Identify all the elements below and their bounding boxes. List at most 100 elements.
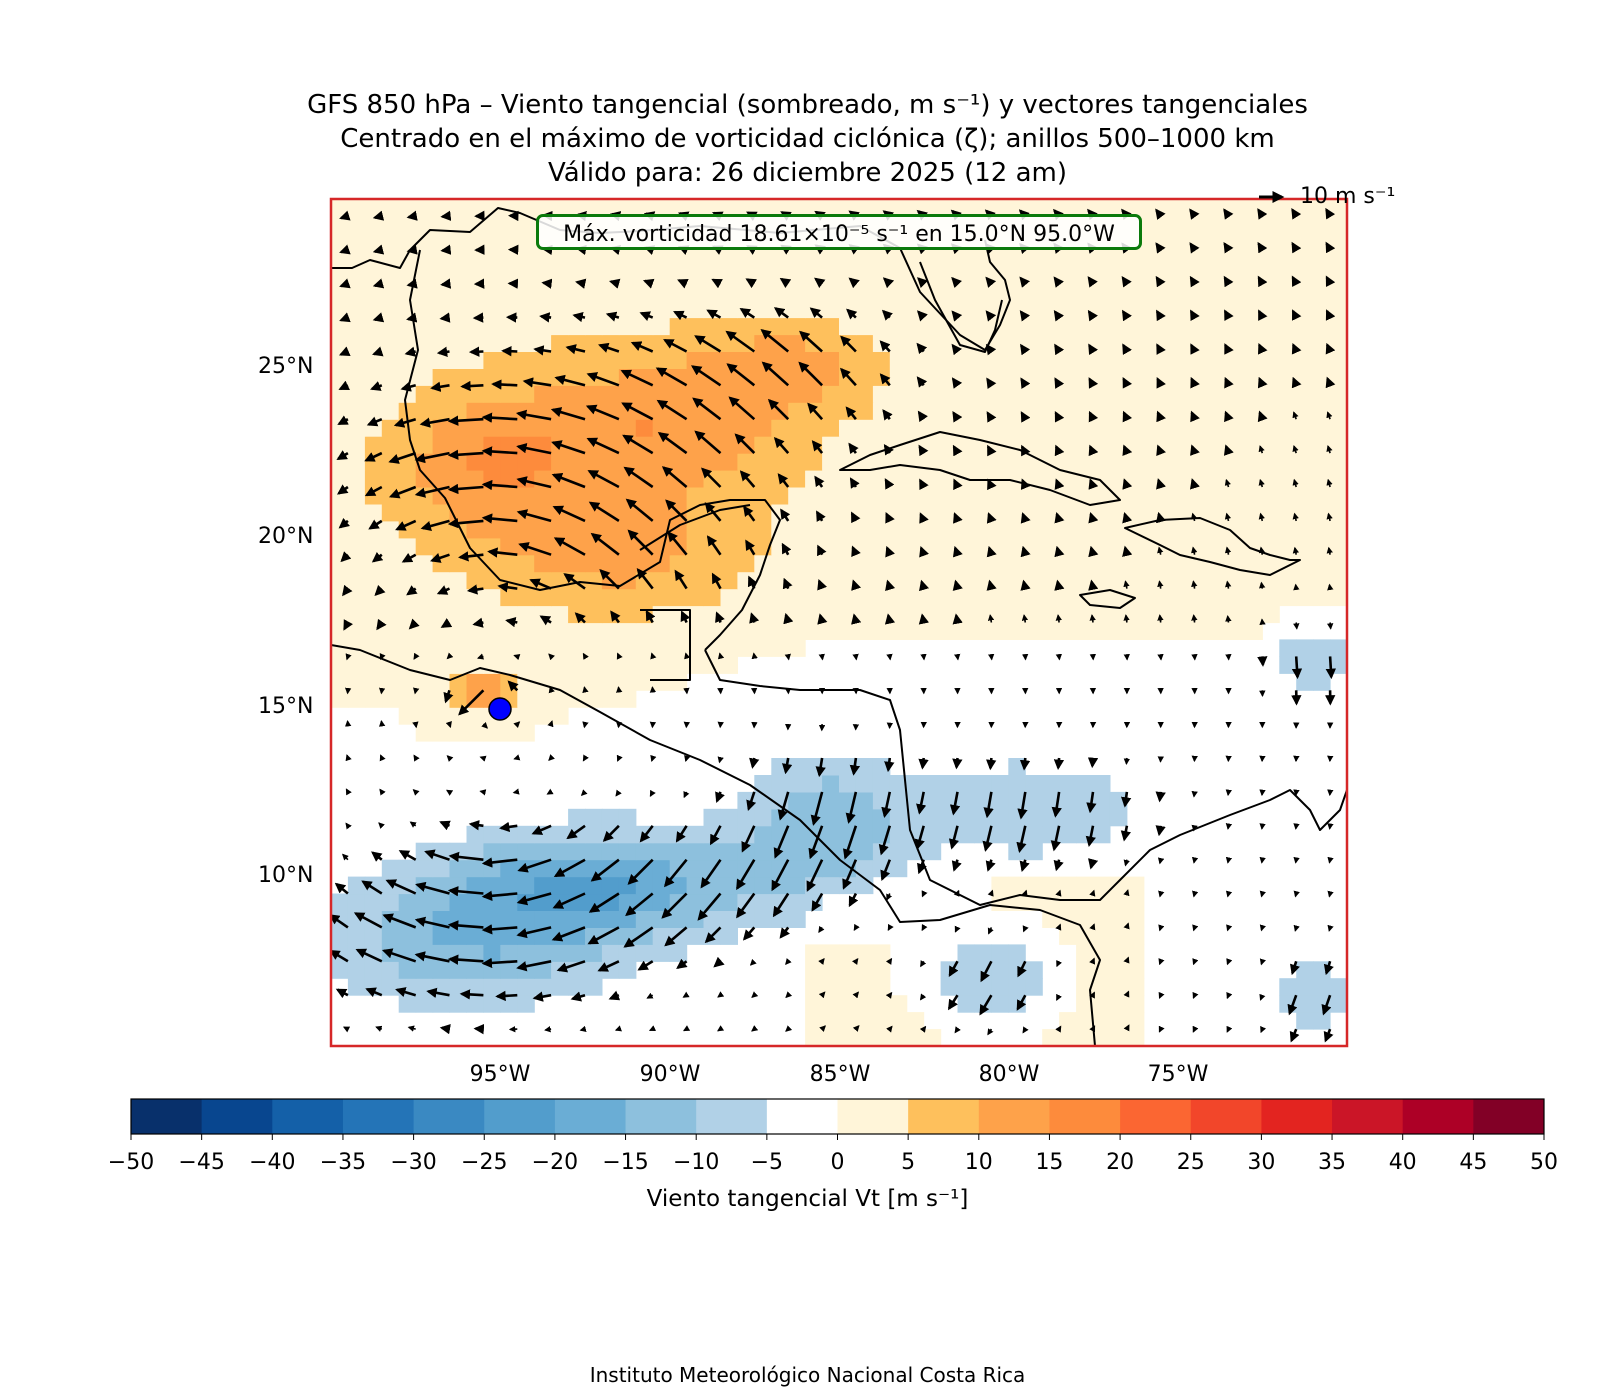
wind-vector: [590, 858, 620, 882]
wind-vector: [481, 924, 518, 935]
shading-cell: [889, 995, 908, 1013]
shading-cell: [551, 876, 569, 895]
shading-cell: [500, 876, 518, 895]
shading-cell: [534, 690, 552, 708]
wind-vector: [406, 210, 418, 221]
wind-vector: [1258, 546, 1266, 555]
shading-cell: [466, 520, 484, 539]
figure-title: GFS 850 hPa – Viento tangencial (sombrea…: [0, 88, 1615, 190]
wind-vector: [1257, 656, 1268, 667]
shading-cell: [974, 808, 992, 827]
wind-vector: [614, 1025, 622, 1032]
wind-vector: [388, 451, 417, 464]
wind-vector: [916, 791, 927, 815]
shading-cell: [432, 927, 451, 945]
wind-vector: [951, 343, 962, 356]
shading-cell: [1330, 215, 1347, 234]
shading-cell: [1076, 351, 1094, 369]
shading-cell: [331, 893, 349, 911]
shading-cell: [551, 266, 569, 285]
shading-cell: [331, 266, 349, 285]
wind-vector: [400, 381, 417, 392]
shading-cell: [839, 859, 857, 878]
shading-cell: [347, 436, 366, 454]
shading-cell: [500, 199, 518, 217]
shading-cell: [957, 791, 975, 810]
shading-cell: [551, 639, 569, 657]
shading-cell: [1059, 503, 1077, 522]
shading-cell: [347, 537, 366, 556]
shading-cell: [754, 842, 772, 861]
shading-cell: [1093, 571, 1111, 590]
shading-cell: [872, 995, 891, 1013]
wind-vector: [565, 344, 586, 355]
wind-vector: [1122, 410, 1133, 423]
wind-vector: [1054, 410, 1065, 423]
shading-cell: [855, 503, 874, 522]
shading-cell: [1194, 571, 1213, 590]
shading-cell: [923, 842, 942, 861]
colorbar-tick-label: 25: [1176, 1150, 1205, 1175]
shading-cell: [415, 944, 434, 962]
shading-cell: [585, 825, 603, 844]
wind-vector: [481, 513, 518, 524]
lon-tick: 95°W: [469, 1062, 531, 1087]
shading-cell: [381, 639, 400, 657]
shading-cell: [1093, 266, 1111, 285]
shading-cell: [805, 554, 823, 573]
shading-cell: [1330, 317, 1347, 336]
shading-cell: [957, 995, 975, 1013]
wind-vector: [1055, 923, 1062, 931]
wind-vector: [622, 434, 654, 455]
shading-cell: [872, 944, 891, 962]
wind-vector: [385, 879, 417, 895]
shading-cell: [398, 537, 417, 556]
wind-vector: [1257, 309, 1268, 321]
shading-cell: [855, 453, 874, 471]
wind-vector: [413, 754, 420, 762]
shading-cell: [1245, 571, 1263, 590]
shading-cell: [347, 690, 366, 708]
shading-cell: [923, 453, 942, 471]
shading-cell: [991, 808, 1009, 827]
wind-vector: [339, 312, 351, 323]
shading-cell: [1228, 317, 1246, 336]
shading-cell: [1025, 351, 1043, 369]
shading-cell: [381, 385, 400, 403]
shading-cell: [331, 571, 349, 590]
shading-cell: [398, 673, 417, 691]
shading-cell: [1160, 453, 1179, 471]
wind-vector: [917, 410, 928, 423]
shading-cell: [415, 571, 434, 590]
wind-vector: [773, 307, 789, 319]
shading-cell: [839, 487, 857, 505]
wind-vector: [920, 960, 927, 968]
shading-cell: [1042, 876, 1060, 895]
colorbar-tick-label: −5: [750, 1150, 784, 1175]
shading-cell: [1025, 791, 1043, 810]
wind-vector: [1055, 614, 1062, 623]
shading-cell: [1042, 605, 1060, 624]
shading-cell: [618, 537, 637, 556]
shading-cell: [1296, 334, 1314, 352]
wind-vector: [615, 789, 622, 797]
shading-cell: [381, 571, 400, 590]
wind-vector: [1292, 444, 1299, 454]
shading-cell: [1160, 487, 1179, 505]
shading-cell: [1059, 910, 1077, 928]
shading-cell: [754, 249, 772, 268]
shading-cell: [957, 554, 975, 573]
vorticity-center-marker: [488, 697, 512, 721]
shading-cell: [652, 249, 671, 268]
wind-vector: [382, 913, 417, 929]
shading-cell: [432, 893, 451, 911]
shading-cell: [906, 588, 925, 607]
shading-cell: [432, 724, 451, 742]
wind-vector: [345, 754, 352, 762]
shading-cell: [568, 453, 586, 471]
shading-cell: [855, 266, 874, 285]
wind-vector: [376, 618, 387, 631]
shading-cell: [483, 351, 501, 369]
shading-cell: [703, 520, 721, 539]
shading-cell: [585, 808, 603, 827]
